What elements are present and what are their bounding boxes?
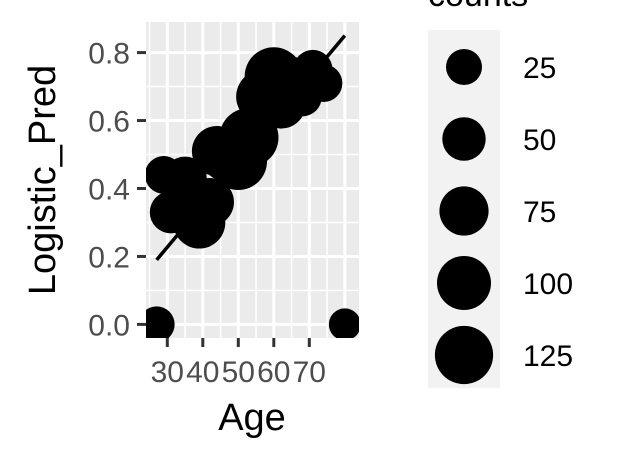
x-tick-label: 60 [257, 356, 290, 389]
x-tick-label: 40 [186, 356, 219, 389]
points-layer [146, 47, 359, 338]
legend-label: 125 [523, 340, 573, 373]
data-point [185, 178, 234, 227]
legend-label: 100 [523, 268, 573, 301]
legend-label: 75 [523, 196, 556, 229]
y-tick-label: 0.0 [88, 309, 130, 342]
legend-title: counts [428, 0, 528, 14]
data-point [304, 64, 343, 103]
y-tick-label: 0.2 [88, 241, 130, 274]
x-tick-label: 70 [293, 356, 326, 389]
legend-key-circle [442, 117, 486, 161]
fit-line [155, 34, 347, 261]
legend-key-circle [434, 325, 494, 385]
y-tick-label: 0.8 [88, 38, 130, 71]
legend-key-circle [437, 256, 491, 310]
x-axis: 30 40 50 60 70 [151, 338, 326, 389]
legend-key-circle [439, 186, 489, 236]
y-axis-title: Logistic_Pred [22, 65, 64, 295]
legend-label: 50 [523, 124, 556, 157]
data-point [146, 306, 175, 338]
y-axis: 0.0 0.2 0.4 0.6 0.8 [88, 38, 146, 342]
data-point [328, 308, 359, 338]
legend-label: 25 [523, 52, 556, 85]
legend-key-circle [446, 49, 482, 85]
legend: counts 25 50 75 100 125 [428, 0, 573, 388]
fit-line-layer [155, 34, 347, 261]
x-tick-label: 30 [151, 356, 184, 389]
x-tick-label: 50 [222, 356, 255, 389]
y-tick-label: 0.4 [88, 173, 130, 206]
y-tick-label: 0.6 [88, 106, 130, 139]
x-axis-title: Age [218, 397, 286, 439]
